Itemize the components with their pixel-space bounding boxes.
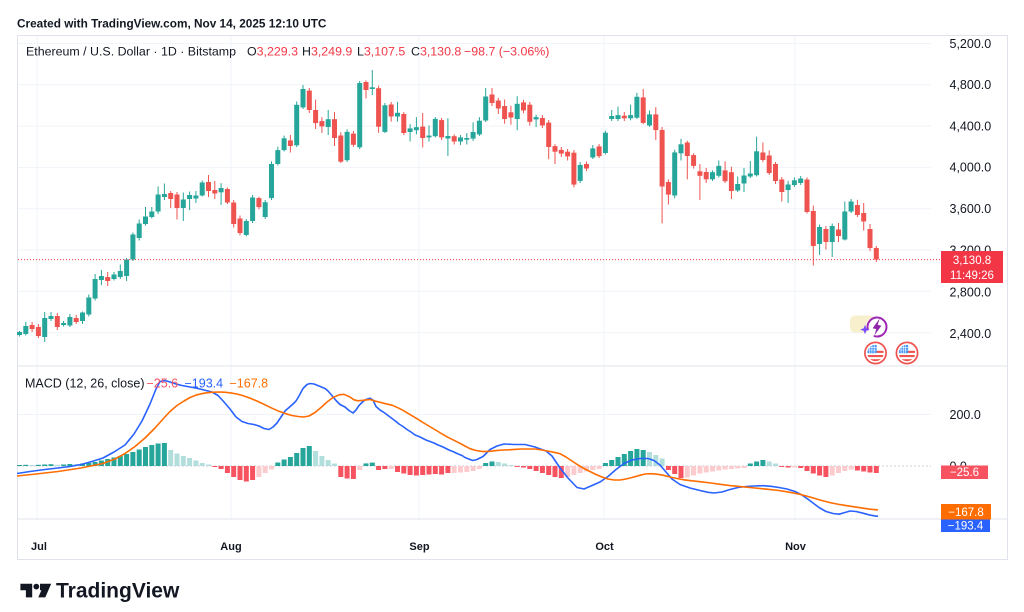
svg-text:−25.6: −25.6 bbox=[950, 467, 979, 479]
svg-text:−193.4: −193.4 bbox=[185, 377, 224, 391]
svg-text:2,400.0: 2,400.0 bbox=[950, 327, 992, 341]
svg-text:−98.7 (−3.06%): −98.7 (−3.06%) bbox=[464, 45, 549, 59]
svg-text:−193.4: −193.4 bbox=[948, 521, 984, 533]
svg-text:−167.8: −167.8 bbox=[230, 377, 269, 391]
svg-text:11:49:26: 11:49:26 bbox=[950, 270, 994, 282]
svg-text:MACD (12, 26, close): MACD (12, 26, close) bbox=[25, 377, 144, 391]
svg-text:2,800.0: 2,800.0 bbox=[950, 286, 992, 300]
svg-text:200.0: 200.0 bbox=[950, 408, 981, 422]
svg-text:5,200.0: 5,200.0 bbox=[950, 37, 992, 51]
svg-text:4,000.0: 4,000.0 bbox=[950, 161, 992, 175]
svg-text:Nov: Nov bbox=[785, 541, 807, 553]
svg-text:4,800.0: 4,800.0 bbox=[950, 78, 992, 92]
svg-text:Oct: Oct bbox=[595, 541, 614, 553]
svg-text:4,400.0: 4,400.0 bbox=[950, 119, 992, 133]
svg-text:H3,249.9: H3,249.9 bbox=[302, 45, 352, 59]
svg-text:Ethereum / U.S. Dollar · 1D ·: Ethereum / U.S. Dollar · 1D · Bitstamp bbox=[26, 45, 236, 59]
svg-text:TradingView: TradingView bbox=[56, 580, 180, 603]
svg-text:O3,229.3: O3,229.3 bbox=[247, 45, 298, 59]
svg-text:Created with TradingView.com,: Created with TradingView.com, Nov 14, 20… bbox=[17, 17, 327, 31]
svg-text:3,600.0: 3,600.0 bbox=[950, 202, 992, 216]
svg-text:C3,130.8: C3,130.8 bbox=[411, 45, 461, 59]
svg-text:Jul: Jul bbox=[31, 541, 47, 553]
svg-text:L3,107.5: L3,107.5 bbox=[357, 45, 405, 59]
svg-text:−167.8: −167.8 bbox=[948, 507, 984, 519]
svg-text:3,130.8: 3,130.8 bbox=[953, 255, 991, 267]
svg-text:Aug: Aug bbox=[220, 541, 241, 553]
svg-text:−25.6: −25.6 bbox=[147, 377, 179, 391]
svg-text:Sep: Sep bbox=[409, 541, 429, 553]
